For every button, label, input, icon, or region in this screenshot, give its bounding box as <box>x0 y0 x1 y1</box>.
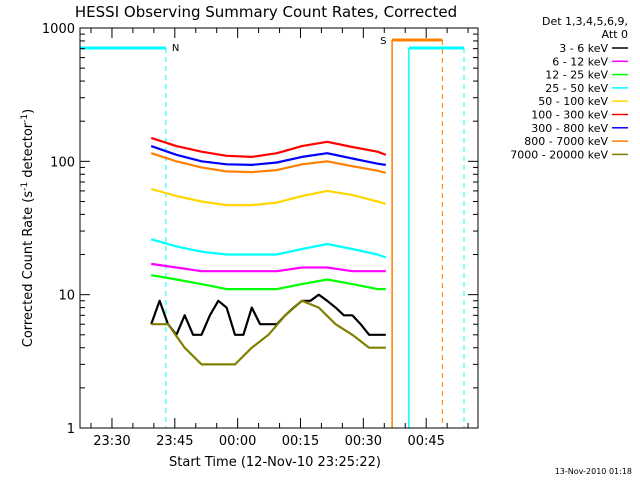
series-line-3 <box>150 238 387 259</box>
x-tick-label: 00:00 <box>219 434 256 449</box>
series-line-2 <box>151 274 386 291</box>
series-line-8 <box>151 299 386 366</box>
footer-date: 13-Nov-2010 01:18 <box>555 467 632 476</box>
x-axis-label: Start Time (12-Nov-10 23:25:22) <box>169 455 381 470</box>
series-line-6 <box>150 145 386 166</box>
annotation-s: S <box>380 36 386 47</box>
y-tick-label: 10 <box>58 289 75 304</box>
annotation-n: N <box>172 43 179 54</box>
legend-entry-label: 6 - 12 keV <box>552 55 608 68</box>
x-tick-label: 00:30 <box>345 434 382 449</box>
y-tick-label: 1000 <box>42 22 75 37</box>
series-line-4 <box>150 187 387 207</box>
legend-header-line2: Att 0 <box>602 28 628 41</box>
legend-entry-label: 7000 - 20000 keV <box>510 148 608 161</box>
legend-entry-label: 800 - 7000 keV <box>524 135 608 148</box>
legend-entry-label: 50 - 100 keV <box>538 95 608 108</box>
x-tick-label: 00:45 <box>407 434 444 449</box>
y-tick-label: 100 <box>50 155 75 170</box>
series-line-7 <box>150 152 387 174</box>
series-line-0 <box>150 293 386 336</box>
legend-entry-label: 3 - 6 keV <box>559 42 608 55</box>
y-tick-label: 1 <box>67 422 75 437</box>
legend-entry-label: 100 - 300 keV <box>531 109 608 122</box>
x-tick-label: 23:45 <box>156 434 193 449</box>
series-line-1 <box>151 262 386 273</box>
legend-entry-label: 25 - 50 keV <box>545 82 608 95</box>
series-line-5 <box>150 136 387 158</box>
x-tick-label: 00:15 <box>282 434 319 449</box>
legend-entry-label: 300 - 800 keV <box>531 122 608 135</box>
legend-entry-label: 12 - 25 keV <box>545 69 608 82</box>
chart-title: HESSI Observing Summary Count Rates, Cor… <box>75 3 457 21</box>
plot-frame <box>79 27 479 429</box>
legend-header-line1: Det 1,3,4,5,6,9, <box>542 15 628 28</box>
x-tick-label: 23:30 <box>93 434 130 449</box>
y-axis-label: Corrected Count Rate (s-1 detector-1) <box>20 109 36 347</box>
